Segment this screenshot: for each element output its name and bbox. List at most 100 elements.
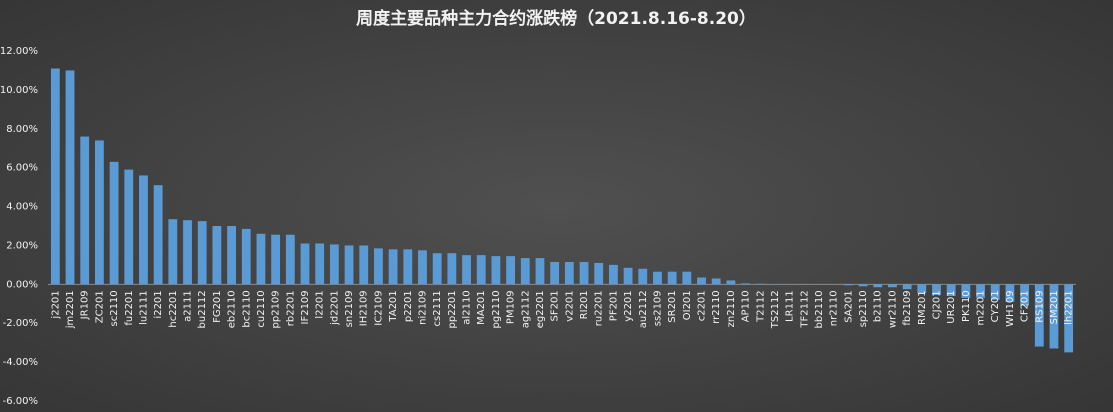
x-tick-label: ag2112 — [520, 290, 531, 328]
bar — [139, 175, 148, 285]
x-tick-label: sc2110 — [109, 290, 120, 326]
x-tick-label: SR201 — [667, 290, 678, 322]
x-tick-label: v2201 — [564, 290, 575, 321]
x-tick-label: lu2111 — [138, 290, 149, 325]
x-tick-label: jm2201 — [65, 290, 76, 329]
x-tick-label: UR201 — [946, 290, 957, 323]
bar — [888, 284, 897, 288]
bar — [653, 271, 662, 285]
bar — [990, 284, 1000, 300]
bar — [550, 261, 560, 285]
x-tick-label: a2111 — [183, 290, 194, 322]
x-tick-label: TA201 — [388, 290, 399, 322]
x-tick-label: j2201 — [50, 290, 61, 319]
x-tick-label: cu2110 — [256, 290, 267, 327]
bar — [432, 253, 442, 285]
bar — [976, 284, 985, 298]
bar — [359, 245, 369, 285]
x-tick-label: bb2110 — [814, 290, 825, 328]
chart-title: 周度主要品种主力合约涨跌榜（2021.8.16-8.20） — [356, 8, 756, 29]
x-tick-label: MA201 — [476, 290, 487, 325]
x-tick-label: SA201 — [843, 290, 854, 322]
x-tick-label: p2201 — [403, 290, 414, 322]
x-tick-label: b2110 — [873, 290, 884, 322]
x-tick-label: eg2201 — [535, 290, 546, 328]
x-tick-label: jd2201 — [329, 290, 340, 326]
x-tick-label: al2110 — [462, 290, 473, 324]
bar — [1020, 284, 1030, 306]
bar — [946, 284, 956, 296]
bar — [374, 248, 383, 285]
bar — [858, 284, 868, 287]
y-tick-label: 8.00% — [6, 124, 38, 135]
bar — [241, 228, 251, 285]
x-tick-label: LR111 — [785, 290, 796, 322]
x-tick-label: RS109 — [1034, 290, 1045, 322]
x-tick-label: ZC201 — [94, 290, 105, 323]
bar — [285, 234, 295, 285]
x-tick-label: CY201 — [990, 290, 1001, 322]
x-tick-label: pp2201 — [447, 290, 458, 328]
bar — [564, 261, 574, 285]
x-tick-label: TF2112 — [799, 290, 810, 328]
bar — [873, 284, 883, 288]
y-tick-label: 6.00% — [6, 163, 38, 174]
x-tick-label: JR109 — [80, 290, 91, 320]
x-tick-label: PM109 — [506, 290, 517, 324]
x-tick-label: ss2109 — [652, 290, 663, 326]
x-tick-label: i2201 — [153, 290, 164, 318]
bar — [109, 161, 119, 285]
x-tick-label: PK110 — [961, 290, 972, 322]
bar — [447, 253, 457, 285]
bar — [329, 244, 339, 285]
x-tick-label: cs2111 — [432, 290, 443, 326]
x-tick-label: wr2110 — [887, 290, 898, 328]
x-tick-label: OI201 — [682, 290, 693, 320]
bar — [697, 277, 706, 285]
y-tick-label: -4.00% — [3, 357, 38, 368]
x-tick-label: nr2110 — [829, 290, 840, 326]
x-tick-label: rb2201 — [285, 290, 296, 326]
bar — [94, 140, 104, 285]
bar — [388, 249, 398, 285]
bar — [271, 234, 281, 285]
x-tick-label: ru2201 — [594, 290, 605, 326]
x-tick-label: CJ201 — [931, 290, 942, 319]
bar — [917, 284, 927, 294]
bar — [682, 271, 692, 285]
x-tick-label: c2201 — [697, 290, 708, 321]
bar — [667, 271, 677, 285]
x-tick-label: RI201 — [579, 290, 590, 319]
bar — [961, 284, 971, 298]
y-tick-label: 12.00% — [0, 46, 38, 57]
x-tick-label: TS2112 — [770, 290, 781, 329]
bar — [755, 283, 765, 285]
bar — [535, 258, 545, 285]
bar — [212, 226, 222, 285]
x-tick-label: hc2201 — [168, 290, 179, 327]
bar — [1049, 284, 1059, 349]
bar — [506, 256, 516, 285]
x-tick-label: IF2109 — [300, 290, 311, 324]
bar — [623, 267, 633, 285]
x-tick-label: sn2109 — [344, 290, 355, 327]
bar — [256, 233, 266, 285]
bar — [638, 268, 648, 285]
x-tick-label: zn2110 — [726, 290, 737, 327]
bar — [80, 136, 90, 285]
x-tick-label: IH2109 — [359, 290, 370, 326]
x-tick-label: l2201 — [315, 290, 326, 318]
x-tick-label: RM201 — [917, 290, 928, 325]
bar — [197, 221, 207, 285]
bar — [1005, 284, 1015, 302]
bar — [932, 284, 941, 296]
bar — [491, 256, 501, 285]
bar — [711, 278, 721, 285]
bar — [476, 255, 486, 285]
x-tick-label: y2201 — [623, 290, 634, 321]
bar — [168, 219, 178, 285]
x-tick-label: AP110 — [741, 290, 752, 322]
bar — [579, 261, 589, 285]
